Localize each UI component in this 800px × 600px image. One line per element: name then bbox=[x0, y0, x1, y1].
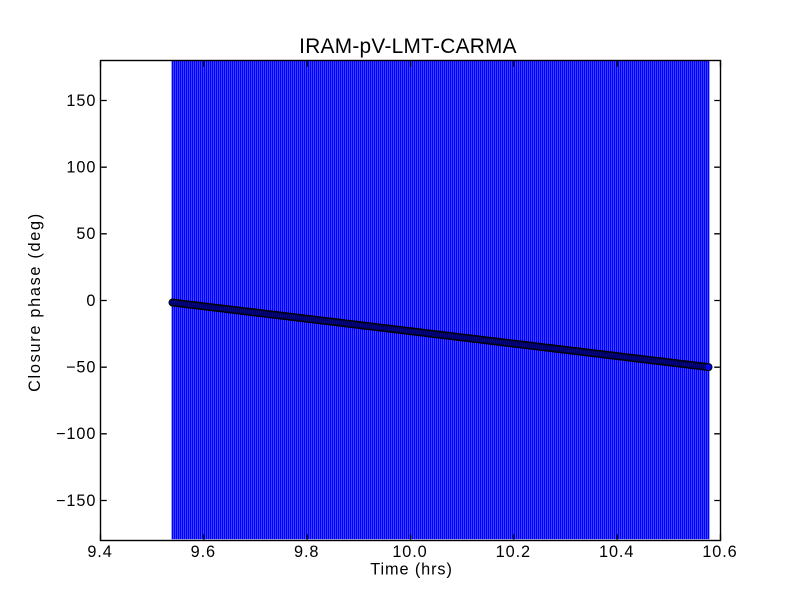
svg-text:−100: −100 bbox=[56, 425, 96, 443]
svg-text:−150: −150 bbox=[56, 492, 96, 510]
svg-text:Time (hrs): Time (hrs) bbox=[370, 561, 453, 579]
svg-text:−50: −50 bbox=[66, 358, 96, 376]
svg-text:10.0: 10.0 bbox=[392, 543, 427, 561]
svg-text:10.2: 10.2 bbox=[496, 543, 531, 561]
svg-text:100: 100 bbox=[66, 158, 96, 176]
svg-text:150: 150 bbox=[66, 92, 96, 110]
svg-text:IRAM-pV-LMT-CARMA: IRAM-pV-LMT-CARMA bbox=[299, 35, 517, 58]
svg-text:9.6: 9.6 bbox=[191, 543, 216, 561]
svg-text:10.4: 10.4 bbox=[599, 543, 634, 561]
svg-text:50: 50 bbox=[76, 225, 96, 243]
svg-text:9.8: 9.8 bbox=[294, 543, 319, 561]
svg-text:Closure phase (deg): Closure phase (deg) bbox=[26, 212, 44, 392]
svg-text:10.6: 10.6 bbox=[702, 543, 737, 561]
svg-text:0: 0 bbox=[86, 292, 96, 310]
svg-text:9.4: 9.4 bbox=[87, 543, 112, 561]
